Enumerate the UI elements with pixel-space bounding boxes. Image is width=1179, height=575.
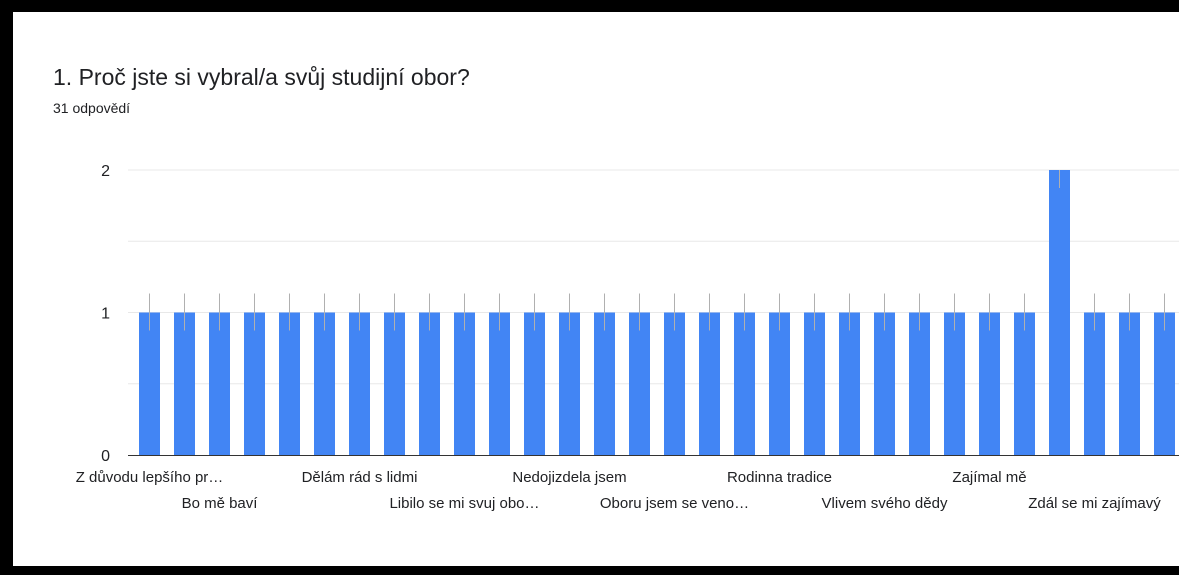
bar [384,312,405,455]
bar [209,312,230,455]
chart-card: 1. Proč jste si vybral/a svůj studijní o… [13,12,1179,566]
bar [1119,312,1140,455]
bar [244,312,265,455]
x-tick-label: Vlivem svého dědy [822,495,948,512]
bar [349,312,370,455]
bar [979,312,1000,455]
bar [594,312,615,455]
bar [804,312,825,455]
response-count: 31 odpovědí [53,100,131,116]
bar [1014,312,1035,455]
x-tick-label: Dělám rád s lidmi [302,469,418,486]
bar [139,312,160,455]
bar [874,312,895,455]
x-tick-label: Rodinna tradice [727,469,832,486]
x-tick-label: Zajímal mě [952,469,1026,486]
x-tick-label: Libilo se mi svuj obo… [389,495,539,512]
bar [174,312,195,455]
bar [279,312,300,455]
bar [944,312,965,455]
bar [559,312,580,455]
x-tick-label: Zdál se mi zajímavý [1028,495,1161,512]
bar [1049,170,1070,455]
bar [629,312,650,455]
bar [664,312,685,455]
bar [454,312,475,455]
bar [699,312,720,455]
bar [489,312,510,455]
y-tick-label: 0 [101,448,110,465]
x-tick-label: Nedojizdela jsem [512,469,626,486]
question-title: 1. Proč jste si vybral/a svůj studijní o… [53,64,470,90]
x-tick-label: Z důvodu lepšího pr… [76,469,224,486]
bar [314,312,335,455]
y-tick-label: 1 [101,306,110,323]
bar [1084,312,1105,455]
bar [839,312,860,455]
bar [524,312,545,455]
bar [1154,312,1175,455]
bar [419,312,440,455]
x-tick-label: Bo mě baví [182,495,259,512]
x-tick-label: Oboru jsem se veno… [600,495,749,512]
bar-chart: 0 1 2 Z důvodu lepšího pr… Bo mě baví Dělám r… [76,163,1179,512]
bar [734,312,755,455]
bar [909,312,930,455]
bar [769,312,790,455]
y-tick-label: 2 [101,163,110,180]
